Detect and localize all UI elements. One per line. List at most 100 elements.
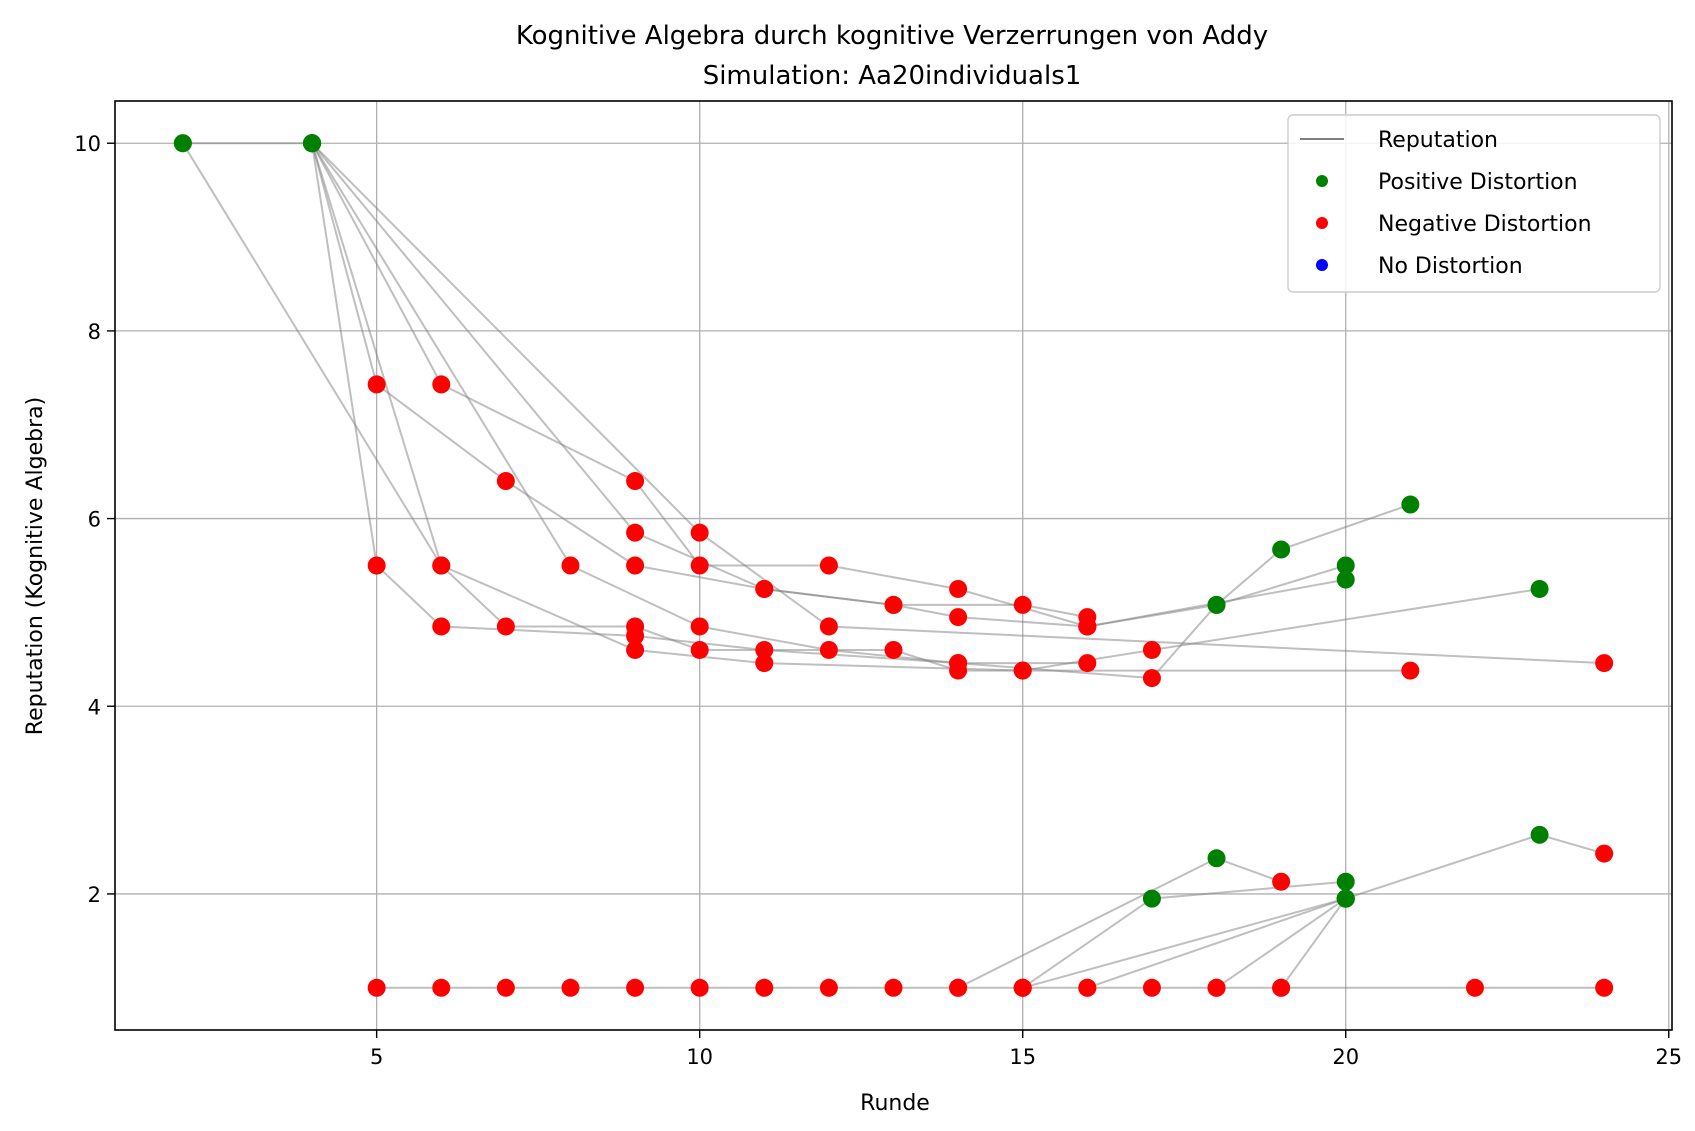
- data-point: [173, 134, 192, 153]
- data-point: [1142, 669, 1161, 688]
- data-point: [1013, 978, 1032, 997]
- series-line-12: [1086, 897, 1347, 989]
- data-point: [949, 654, 968, 673]
- x-tick-label: 10: [686, 1045, 713, 1069]
- legend-marker: [1316, 217, 1328, 229]
- data-point: [1336, 556, 1355, 575]
- data-point: [432, 375, 451, 394]
- data-point: [690, 617, 709, 636]
- data-point: [1078, 654, 1097, 673]
- data-point: [496, 472, 515, 491]
- data-point: [690, 556, 709, 575]
- chart-subtitle: Simulation: Aa20individuals1: [703, 61, 1082, 91]
- legend-label: Reputation: [1378, 128, 1498, 153]
- data-points: [173, 134, 1614, 997]
- data-point: [819, 978, 838, 997]
- legend-marker: [1316, 175, 1328, 187]
- y-tick-label: 8: [88, 320, 101, 344]
- data-point: [1207, 978, 1226, 997]
- legend-label: Positive Distortion: [1378, 170, 1578, 195]
- data-point: [626, 617, 645, 636]
- plot-area: [114, 100, 1673, 1031]
- data-point: [1465, 978, 1484, 997]
- data-point: [367, 556, 386, 575]
- series-line-7: [311, 142, 1605, 665]
- data-point: [949, 978, 968, 997]
- data-point: [1272, 540, 1291, 559]
- x-tick-label: 20: [1332, 1045, 1359, 1069]
- data-point: [432, 556, 451, 575]
- data-point: [884, 595, 903, 614]
- data-point: [1142, 640, 1161, 659]
- data-point: [432, 978, 451, 997]
- data-point: [1401, 661, 1420, 680]
- y-axis: 2 4 6 8 10: [74, 132, 115, 907]
- data-point: [755, 654, 774, 673]
- data-point: [1530, 825, 1549, 844]
- data-point: [819, 617, 838, 636]
- data-point: [561, 556, 580, 575]
- y-tick-label: 6: [88, 508, 101, 532]
- data-point: [626, 556, 645, 575]
- y-tick-label: 2: [88, 883, 101, 907]
- series-line-13: [1215, 897, 1347, 989]
- series-line-3: [311, 142, 1346, 628]
- data-point: [690, 640, 709, 659]
- data-point: [626, 523, 645, 542]
- data-point: [626, 978, 645, 997]
- legend-label: Negative Distortion: [1378, 212, 1592, 237]
- data-point: [1272, 872, 1291, 891]
- legend: Reputation Positive Distortion Negative Di…: [1287, 114, 1661, 293]
- data-point: [1336, 570, 1355, 589]
- data-point: [884, 978, 903, 997]
- series-line-14: [1280, 833, 1605, 989]
- data-point: [367, 978, 386, 997]
- data-point: [1142, 889, 1161, 908]
- data-point: [884, 640, 903, 659]
- data-point: [819, 640, 838, 659]
- data-point: [755, 978, 774, 997]
- data-point: [1595, 844, 1614, 863]
- data-point: [1078, 978, 1097, 997]
- series-line-2: [311, 143, 1411, 680]
- x-axis-label: Runde: [860, 1091, 930, 1116]
- x-tick-label: 5: [370, 1045, 383, 1069]
- data-point: [819, 556, 838, 575]
- data-point: [1595, 978, 1614, 997]
- data-point: [367, 375, 386, 394]
- data-point: [626, 472, 645, 491]
- data-point: [1207, 849, 1226, 868]
- data-point: [1336, 889, 1355, 908]
- data-point: [949, 608, 968, 627]
- legend-marker: [1316, 259, 1328, 271]
- data-point: [496, 617, 515, 636]
- data-point: [1530, 579, 1549, 598]
- x-tick-label: 15: [1009, 1045, 1036, 1069]
- data-point: [755, 640, 774, 659]
- legend-label: No Distortion: [1378, 254, 1523, 279]
- data-point: [1401, 495, 1420, 514]
- x-tick-label: 25: [1655, 1045, 1682, 1069]
- series-line-6: [311, 142, 1088, 665]
- data-point: [1336, 872, 1355, 891]
- data-point: [1013, 595, 1032, 614]
- data-point: [1078, 617, 1097, 636]
- data-point: [1272, 978, 1291, 997]
- chart-title: Kognitive Algebra durch kognitive Verzer…: [516, 21, 1268, 51]
- data-point: [690, 523, 709, 542]
- data-point: [303, 134, 322, 153]
- data-point: [1142, 978, 1161, 997]
- series-line-15: [1022, 897, 1346, 989]
- data-point: [496, 978, 515, 997]
- x-axis: 5 10 15 20 25: [370, 1030, 1682, 1069]
- data-point: [1013, 661, 1032, 680]
- legend-box: [1287, 114, 1661, 293]
- y-tick-label: 4: [88, 695, 101, 719]
- data-point: [561, 978, 580, 997]
- data-point: [1207, 595, 1226, 614]
- data-point: [755, 579, 774, 598]
- y-axis-label: Reputation (Kognitive Algebra): [23, 397, 48, 735]
- y-tick-label: 10: [74, 132, 101, 156]
- series-line-8: [311, 142, 1088, 628]
